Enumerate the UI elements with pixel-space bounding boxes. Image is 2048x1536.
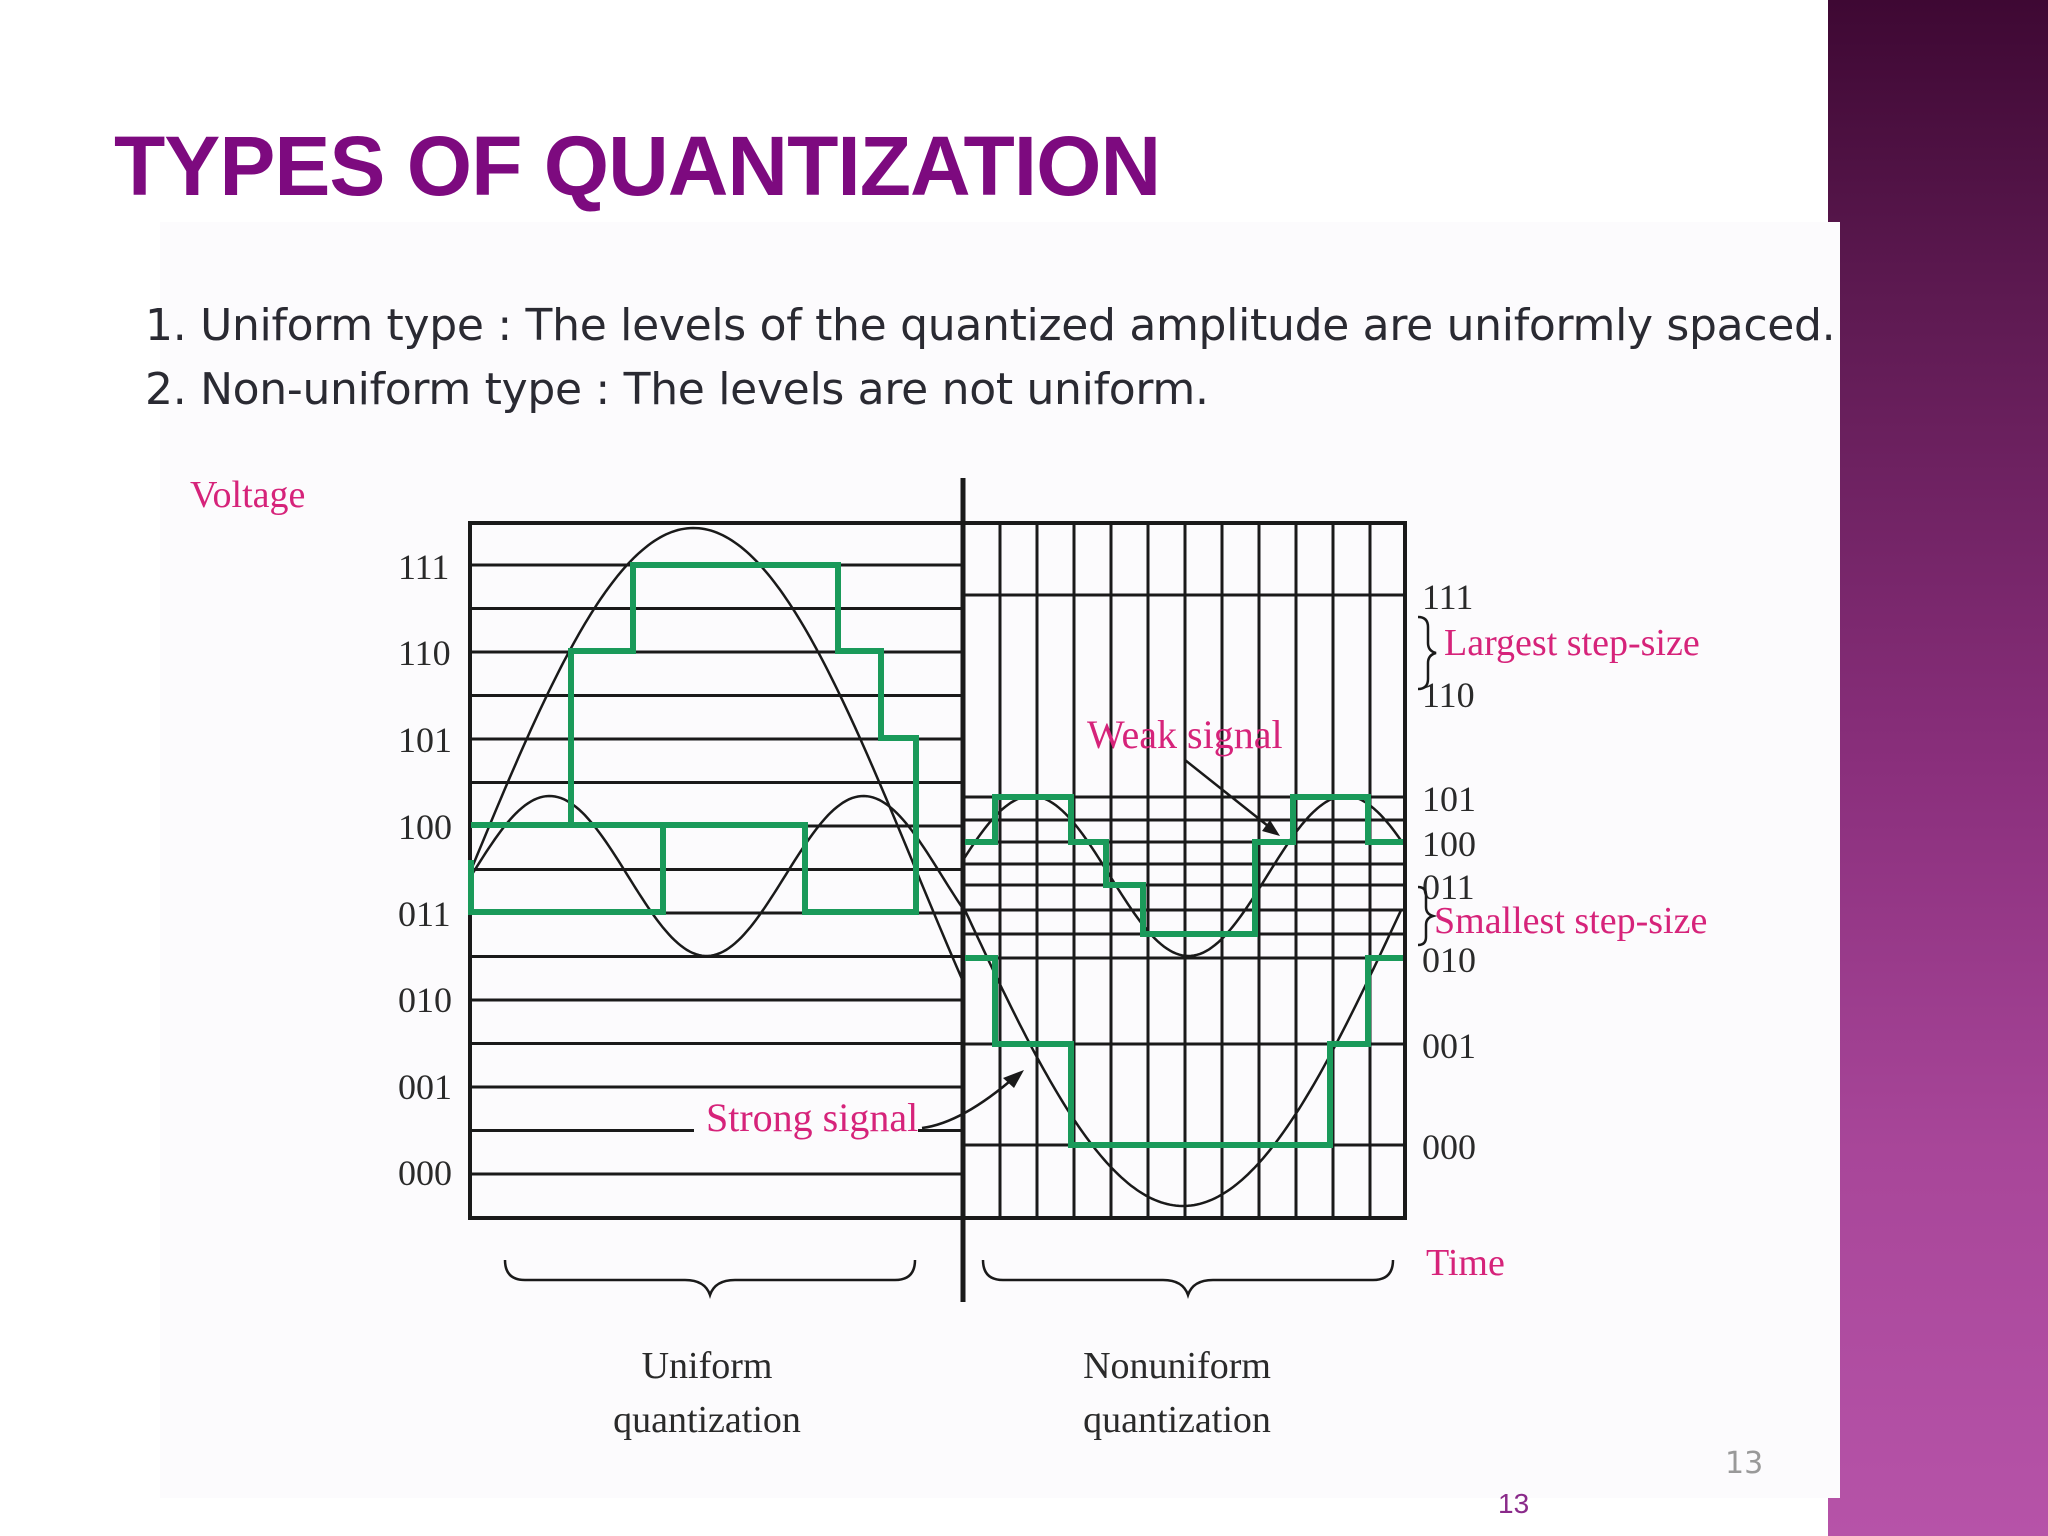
uniform-level-labels: 111 110 101 100 011 010 001 000	[398, 547, 452, 1193]
nonuniform-level-label: 111	[1422, 577, 1473, 617]
image-page-number: 13	[1725, 1446, 1764, 1481]
uniform-level-label: 111	[398, 547, 449, 587]
weak-signal-label: Weak signal	[1087, 712, 1283, 757]
bullet-nonuniform-type: 2. Non-uniform type : The levels are not…	[145, 364, 1209, 415]
nonuniform-level-label: 000	[1422, 1127, 1476, 1167]
uniform-level-label: 010	[398, 980, 452, 1020]
y-axis-label: Voltage	[190, 474, 305, 516]
bullet-uniform-type: 1. Uniform type : The levels of the quan…	[145, 300, 1836, 351]
uniform-level-label: 001	[398, 1067, 452, 1107]
uniform-level-label: 110	[398, 633, 451, 673]
uniform-caption-line2: quantization	[613, 1399, 801, 1441]
x-axis-label: Time	[1426, 1242, 1505, 1284]
uniform-caption-line1: Uniform	[642, 1345, 773, 1387]
slide-page-number: 13	[1498, 1488, 1530, 1519]
uniform-strong-analog-signal	[469, 526, 965, 982]
nonuniform-level-label: 100	[1422, 824, 1476, 864]
weak-signal-arrow-head	[1262, 820, 1280, 836]
nonuniform-caption-line1: Nonuniform	[1083, 1345, 1271, 1387]
smallest-step-brace	[1417, 885, 1438, 947]
strong-signal-arrow-line	[921, 1075, 1017, 1130]
nonuniform-level-label: 001	[1422, 1026, 1476, 1066]
nonuniform-section-brace	[981, 1259, 1395, 1299]
nonuniform-strong-quantized-signal	[965, 955, 1403, 1148]
nonuniform-caption-line2: quantization	[1083, 1399, 1271, 1441]
nonuniform-level-label: 110	[1422, 675, 1475, 715]
uniform-level-label: 011	[398, 894, 451, 934]
uniform-grid	[470, 563, 963, 1176]
nonuniform-grid	[963, 523, 1405, 1218]
nonuniform-level-label: 011	[1422, 867, 1475, 907]
uniform-section-brace	[503, 1259, 917, 1299]
decorative-sidebar	[1828, 0, 2048, 1536]
uniform-weak-analog-signal	[469, 794, 965, 958]
largest-step-brace	[1417, 615, 1437, 691]
uniform-weak-quantized-signal	[468, 822, 916, 915]
slide-title: TYPES OF QUANTIZATION	[114, 119, 1161, 213]
uniform-level-label: 000	[398, 1153, 452, 1193]
strong-signal-label-background	[694, 1090, 918, 1140]
weak-signal-arrow-line	[1184, 759, 1274, 831]
nonuniform-level-label: 010	[1422, 940, 1476, 980]
largest-step-label: Largest step-size	[1444, 622, 1700, 664]
smallest-step-label: Smallest step-size	[1434, 900, 1707, 942]
nonuniform-strong-analog-signal	[961, 905, 1403, 1208]
strong-signal-arrow-head	[1003, 1070, 1024, 1088]
uniform-level-label: 101	[398, 720, 452, 760]
strong-signal-label: Strong signal	[706, 1095, 918, 1140]
nonuniform-weak-quantized-signal	[965, 794, 1403, 937]
nonuniform-level-label: 101	[1422, 779, 1476, 819]
uniform-level-label: 100	[398, 807, 452, 847]
